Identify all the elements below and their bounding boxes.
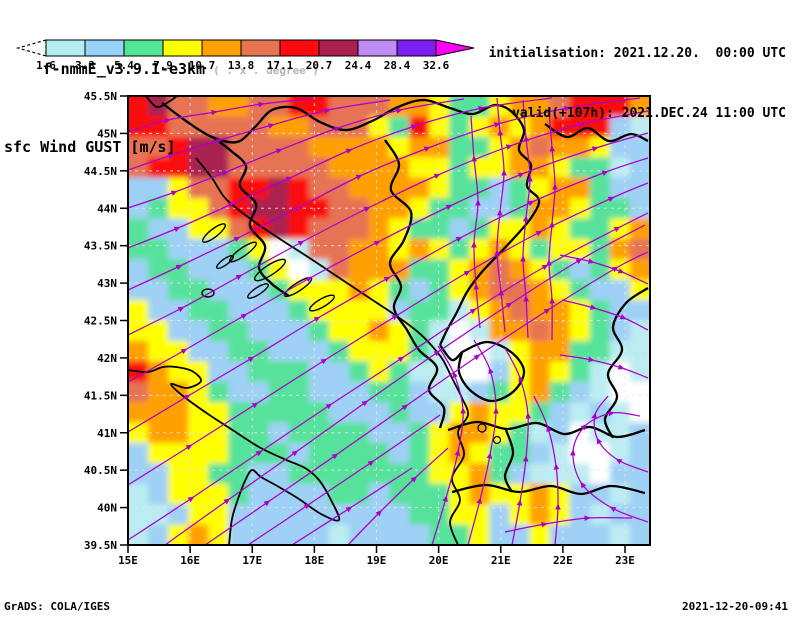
streamline — [494, 97, 507, 333]
streamline — [561, 299, 649, 331]
colorbar-value: 1.6 — [36, 59, 56, 72]
lat-label: 43.5N — [84, 240, 117, 253]
colorbar-cell — [318, 39, 359, 57]
lat-label: 40N — [97, 502, 117, 515]
colorbar-value: 17.1 — [267, 59, 294, 72]
colorbar-cell — [240, 39, 281, 57]
colorbar: 1.6 3.3 5.4 7.9 10.7 13.8 17.1 20.7 24.4 28.4 32.6 — [6, 38, 486, 76]
grads-credit: GrADS: COLA/IGES — [4, 600, 110, 613]
colorbar-value: 32.6 — [423, 59, 450, 72]
colorbar-cell — [84, 39, 125, 57]
header-left: f-nmmE_v3.9.1-e3km ( . x . degree ) sfc W… — [4, 2, 319, 175]
colorbar-cell — [396, 39, 437, 57]
lat-label: 42N — [97, 352, 117, 365]
streamline — [470, 115, 481, 329]
streamline — [546, 109, 558, 341]
streamline — [467, 339, 499, 545]
lat-label: 45N — [97, 127, 117, 140]
colorbar-value: 7.9 — [153, 59, 173, 72]
lat-label: 41.5N — [84, 389, 117, 402]
colorbar-value: 13.8 — [228, 59, 255, 72]
colorbar-cell — [123, 39, 164, 57]
overflow-arrow — [435, 39, 475, 57]
axis-ticks-and-labels: 45.5N 45N 44.5N 44N 43.5N 43N 42.5N 42N 41.5N 41N… — [84, 90, 635, 567]
colorbar-cell — [357, 39, 398, 57]
colorbar-value: 24.4 — [345, 59, 372, 72]
lat-label: 45.5N — [84, 90, 117, 103]
lon-label: 17E — [242, 554, 262, 567]
streamline — [559, 354, 649, 379]
valid-time-label: valid(+107h): 2021.DEC.24 11:00 UTC — [512, 106, 786, 121]
streamline — [204, 251, 649, 545]
lat-label: 43N — [97, 277, 117, 290]
colorbar-cell — [162, 39, 203, 57]
model-suffix: ( . x . degree ) — [213, 64, 320, 77]
streamline — [504, 347, 532, 545]
streamline — [247, 414, 441, 545]
lon-label: 20E — [429, 554, 449, 567]
streamline — [559, 254, 649, 285]
streamline — [591, 395, 649, 473]
streamline — [347, 447, 449, 545]
lat-label: 39.5N — [84, 539, 117, 552]
streamline — [504, 515, 633, 533]
underflow-arrow — [15, 39, 47, 57]
colorbar-cell — [45, 39, 86, 57]
colorbar-value: 3.3 — [75, 59, 95, 72]
colorbar-value: 10.7 — [189, 59, 216, 72]
colorbar-value: 20.7 — [306, 59, 333, 72]
colorbar-cell — [201, 39, 242, 57]
colorbar-cell — [279, 39, 320, 57]
wind-streamlines — [128, 97, 649, 545]
streamline — [520, 99, 533, 339]
lat-label: 44.5N — [84, 165, 117, 178]
lat-label: 40.5N — [84, 464, 117, 477]
colorbar-scale: 1.6 3.3 5.4 7.9 10.7 13.8 17.1 20.7 24.4 28.4 32.6 — [15, 39, 475, 72]
colorbar-value: 5.4 — [114, 59, 134, 72]
lon-label: 23E — [615, 554, 635, 567]
field-title: sfc Wind GUST [m/s] — [4, 138, 176, 156]
lat-label: 41N — [97, 427, 117, 440]
lon-label: 18E — [304, 554, 324, 567]
model-name: f-nmmE_v3.9.1-e3km — [42, 60, 206, 78]
streamline — [431, 345, 466, 545]
lon-label: 21E — [491, 554, 511, 567]
init-time-label: initialisation: 2021.12.20. 00:00 UTC — [488, 46, 786, 61]
lon-label: 15E — [118, 554, 138, 567]
lon-label: 16E — [180, 554, 200, 567]
header-right: initialisation: 2021.12.20. 00:00 UTC va… — [489, 4, 786, 144]
lon-label: 22E — [553, 554, 573, 567]
lat-label: 42.5N — [84, 315, 117, 328]
colorbar-value: 28.4 — [384, 59, 411, 72]
creation-timestamp: 2021-12-20-09:41 — [682, 600, 788, 613]
lon-label: 19E — [367, 554, 387, 567]
lat-label: 44N — [97, 202, 117, 215]
